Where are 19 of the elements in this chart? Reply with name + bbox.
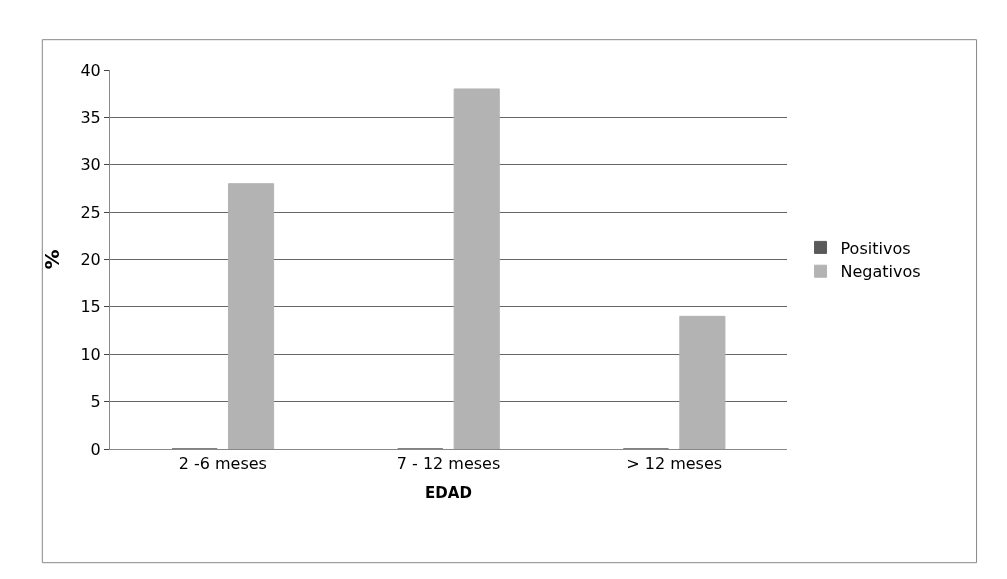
- y-axis-title: %: [39, 249, 64, 270]
- y-tick-label: 5: [90, 392, 101, 412]
- y-tick-label: 10: [80, 344, 101, 364]
- y-tick-label: 35: [80, 107, 101, 127]
- bar: [679, 315, 726, 449]
- x-tick-label: > 12 meses: [626, 454, 723, 474]
- legend-label: Positivos: [840, 238, 911, 258]
- y-tick-label: 20: [80, 250, 101, 270]
- x-tick-label: 7 - 12 meses: [396, 454, 501, 474]
- legend-label: Negativos: [840, 262, 921, 282]
- x-axis-title: EDAD: [425, 484, 472, 503]
- y-tick-label: 25: [80, 202, 101, 222]
- x-tick-label: 2 -6 meses: [178, 454, 267, 474]
- y-tick-label: 40: [80, 60, 101, 80]
- bar: [227, 183, 275, 449]
- y-tick-label: 0: [90, 439, 101, 459]
- y-tick-label: 15: [80, 297, 101, 317]
- bar: [453, 88, 500, 449]
- y-tick-label: 30: [80, 155, 101, 175]
